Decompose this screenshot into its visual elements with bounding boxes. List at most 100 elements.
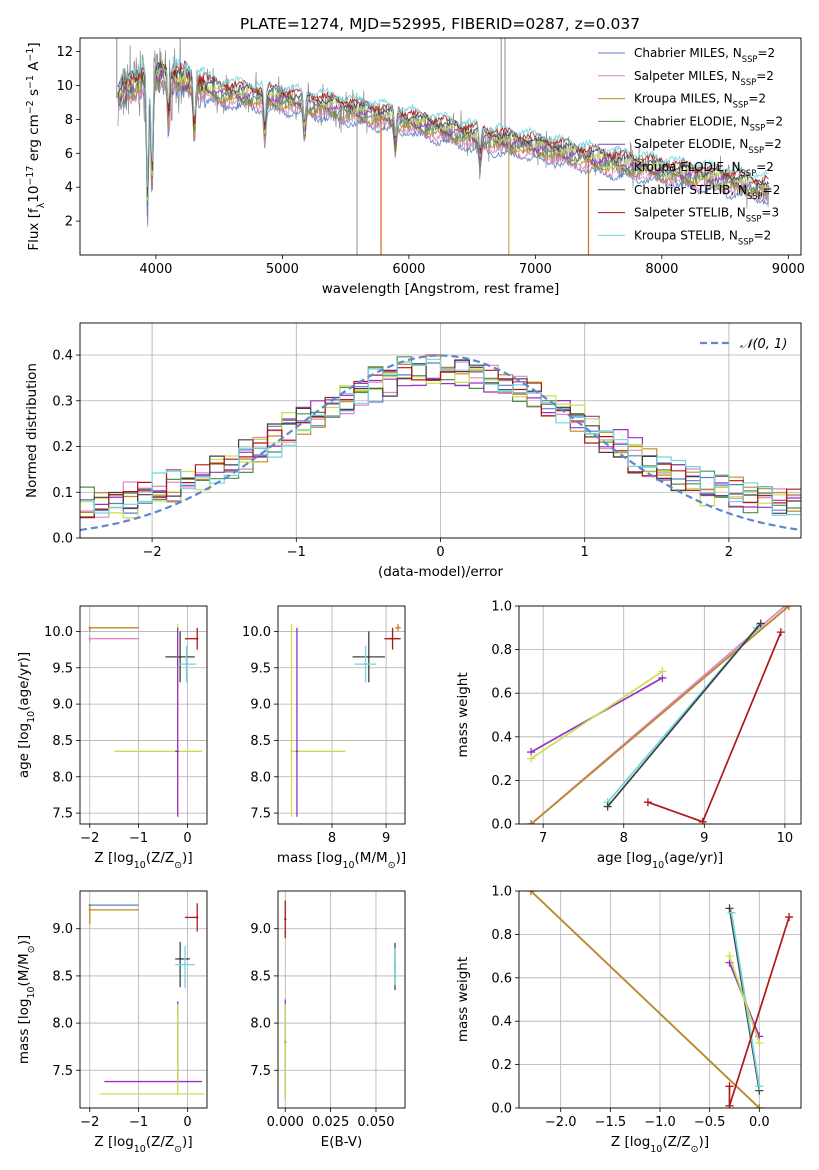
x-tick-label: −2 <box>80 831 99 846</box>
y-tick-label: 7.5 <box>52 807 73 822</box>
y-tick-label: 8 <box>65 113 73 128</box>
errorbar-point <box>88 903 139 907</box>
x-tick-label: 0 <box>183 831 191 846</box>
plus-marker <box>725 1101 734 1108</box>
y-tick-label: 0.8 <box>491 928 512 943</box>
y-axis-label: Normed distribution <box>24 363 40 498</box>
axes-frame <box>79 322 802 539</box>
y-axis-label: mass weight <box>455 672 471 757</box>
errorbar-point <box>175 945 195 989</box>
model-spectrum-6 <box>117 60 769 198</box>
panel-spectrum: 4000 5000 6000 7000 8000 9000 2 4 6 8 10 12 waveleng… <box>25 37 805 297</box>
x-tick-label: −2.0 <box>545 1115 577 1130</box>
plot-area <box>80 354 801 532</box>
plot-area <box>116 38 770 255</box>
legend-entry: Kroupa ELODIE, NSSP=2 <box>634 160 774 178</box>
x-tick-label: −0.5 <box>694 1115 726 1130</box>
y-tick-label: 0.8 <box>491 643 512 658</box>
plus-marker <box>784 606 793 610</box>
panel-mass-vs-Z: −2 −1 0 7.5 8.0 8.5 9.0 Z [log10(Z/Z⊙)] mass [lo… <box>16 890 208 1155</box>
y-tick-label: 8.0 <box>250 770 271 785</box>
marker <box>88 626 91 629</box>
y-tick-label: 8.5 <box>250 969 271 984</box>
plus-marker <box>776 628 785 637</box>
errorbar-point <box>99 1004 205 1096</box>
y-tick-label: 8.0 <box>52 1017 73 1032</box>
marker <box>393 965 397 968</box>
y-tick-label: 12 <box>56 45 73 60</box>
histogram-7 <box>80 366 801 518</box>
x-axis-label: Z [log10(Z/Z⊙)] <box>94 1134 192 1155</box>
plot-area <box>526 891 794 1108</box>
panel-age-vs-Z: −2 −1 0 7.5 8.0 8.5 9.0 9.5 10.0 Z [log10(Z/Z⊙)] a… <box>16 605 208 871</box>
y-tick-label: 8.5 <box>52 969 73 984</box>
marker <box>284 918 287 921</box>
errorbar-point <box>114 624 203 817</box>
plus-marker <box>526 891 535 895</box>
axes-frame <box>79 890 208 1109</box>
plus-marker <box>658 667 667 676</box>
weight-line <box>606 622 762 808</box>
y-tick-label: 0.4 <box>491 730 512 745</box>
model-spectrum-8 <box>117 56 769 188</box>
axes-frame <box>79 605 208 825</box>
axes-frame <box>277 605 406 825</box>
plus-marker <box>785 913 794 922</box>
y-tick-label: 0.2 <box>491 774 512 789</box>
x-tick-label: 9000 <box>772 262 805 277</box>
spectrum-legend: Chabrier MILES, NSSP=2 Salpeter MILES, NS… <box>598 46 783 246</box>
weight-line <box>530 891 760 1108</box>
y-tick-label: 9.0 <box>52 698 73 713</box>
histogram-8 <box>80 358 801 516</box>
y-tick-label: 1.0 <box>491 600 512 615</box>
marker <box>183 963 187 966</box>
x-axis-label: E(B-V) <box>321 1134 363 1150</box>
plus-marker <box>698 817 707 824</box>
x-tick-label: 7 <box>539 831 547 846</box>
y-tick-label: 0.4 <box>52 349 73 364</box>
x-axis-label: Z [log10(Z/Z⊙)] <box>611 1134 709 1155</box>
marker <box>284 1045 287 1048</box>
plus-marker <box>755 1104 764 1108</box>
x-tick-label: 8000 <box>645 262 678 277</box>
legend-entry: 𝒩(0, 1) <box>740 337 787 352</box>
weight-line <box>530 670 663 760</box>
x-tick-label: 0.0 <box>749 1115 770 1130</box>
legend-entry: Salpeter MILES, NSSP=2 <box>634 69 774 87</box>
y-axis-label: mass [log10(M/M⊙)] <box>16 935 37 1064</box>
y-tick-label: 6 <box>65 147 73 162</box>
marker <box>290 750 293 753</box>
plus-marker <box>527 754 536 763</box>
y-tick-label: 8.5 <box>52 734 73 749</box>
weight-line <box>647 631 782 823</box>
x-tick-label: −1 <box>129 1115 148 1130</box>
x-tick-label: 9 <box>382 831 390 846</box>
marker <box>88 637 91 640</box>
y-tick-label: 8.0 <box>52 770 73 785</box>
y-tick-label: 0.6 <box>491 971 512 986</box>
errorbar-point <box>284 1004 287 1099</box>
x-tick-label: 0 <box>183 1115 191 1130</box>
y-tick-label: 1.0 <box>491 885 512 900</box>
x-tick-label: 0.025 <box>312 1115 349 1130</box>
model-spectrum-7 <box>117 60 769 185</box>
x-axis-label: wavelength [Angstrom, rest frame] <box>322 281 560 297</box>
y-tick-label: 0.2 <box>52 440 73 455</box>
x-tick-label: 5000 <box>266 262 299 277</box>
y-axis-label: age [log10(age/yr)] <box>16 652 37 778</box>
errorbar-point <box>176 645 197 683</box>
x-tick-label: −2 <box>143 545 162 560</box>
errorbar-point <box>393 947 397 986</box>
x-axis-label: mass [log10(M/M⊙)] <box>277 850 406 871</box>
x-tick-label: 2 <box>725 545 733 560</box>
y-tick-label: 7.5 <box>52 1064 73 1079</box>
panel-weight-vs-age: 7 8 9 10 0.0 0.2 0.4 0.6 0.8 1.0 age [log10(age/yr… <box>455 600 802 871</box>
normal-curve <box>80 354 801 532</box>
errorbar-point <box>88 626 139 632</box>
plus-marker <box>727 908 736 917</box>
y-tick-label: 0.0 <box>491 1102 512 1117</box>
x-tick-label: 1 <box>581 545 589 560</box>
errorbar-point <box>384 627 401 650</box>
x-tick-label: 6000 <box>392 262 425 277</box>
